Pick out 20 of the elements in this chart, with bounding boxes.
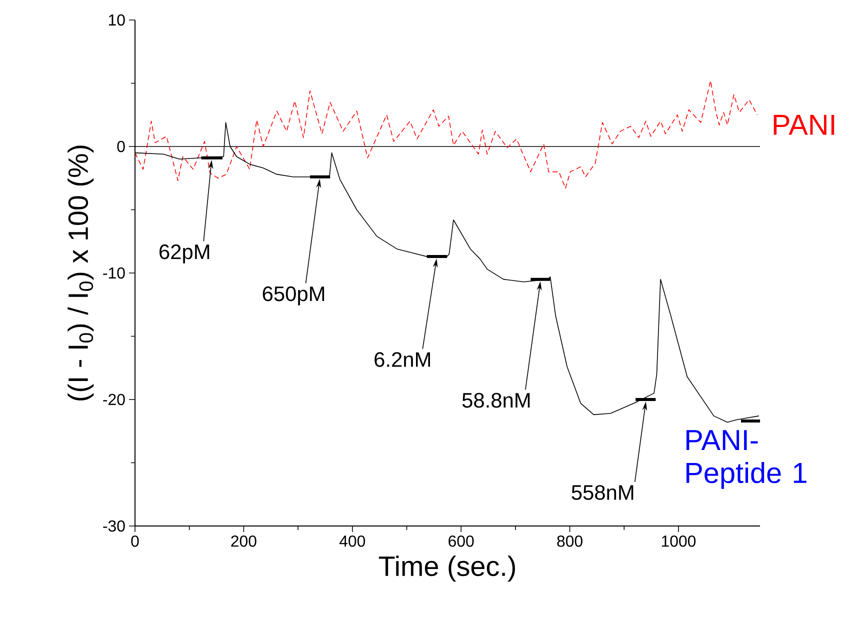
series-label: PANI-Peptide 1 — [686, 430, 806, 489]
annotation: 62pM — [160, 244, 210, 264]
series-label: PANI — [774, 114, 834, 135]
x-tick-label: 600 — [448, 536, 474, 547]
y-axis-title: ((I - I$_{0}$) / I$_{0}$) x 100 (%) — [68, 146, 94, 400]
y-tick-label: 0 — [117, 140, 125, 152]
y-tick-label: -30 — [103, 520, 125, 532]
x-tick-label: 400 — [339, 536, 366, 547]
annotation: 58.8nM — [462, 392, 530, 408]
annotation: 558nM — [572, 485, 634, 500]
x-tick-label: 800 — [557, 536, 582, 547]
y-tick-label: -20 — [103, 394, 125, 406]
x-axis-title: Time (sec.) — [378, 556, 515, 582]
annotation: 6.2nM — [374, 352, 430, 367]
y-tick-label: -10 — [103, 267, 125, 279]
x-tick-label: 200 — [231, 536, 256, 547]
y-tick-label: 10 — [108, 14, 125, 26]
annotation: 650pM — [262, 286, 324, 306]
x-tick-label: 0 — [131, 536, 139, 547]
x-tick-label: 1000 — [662, 536, 696, 547]
